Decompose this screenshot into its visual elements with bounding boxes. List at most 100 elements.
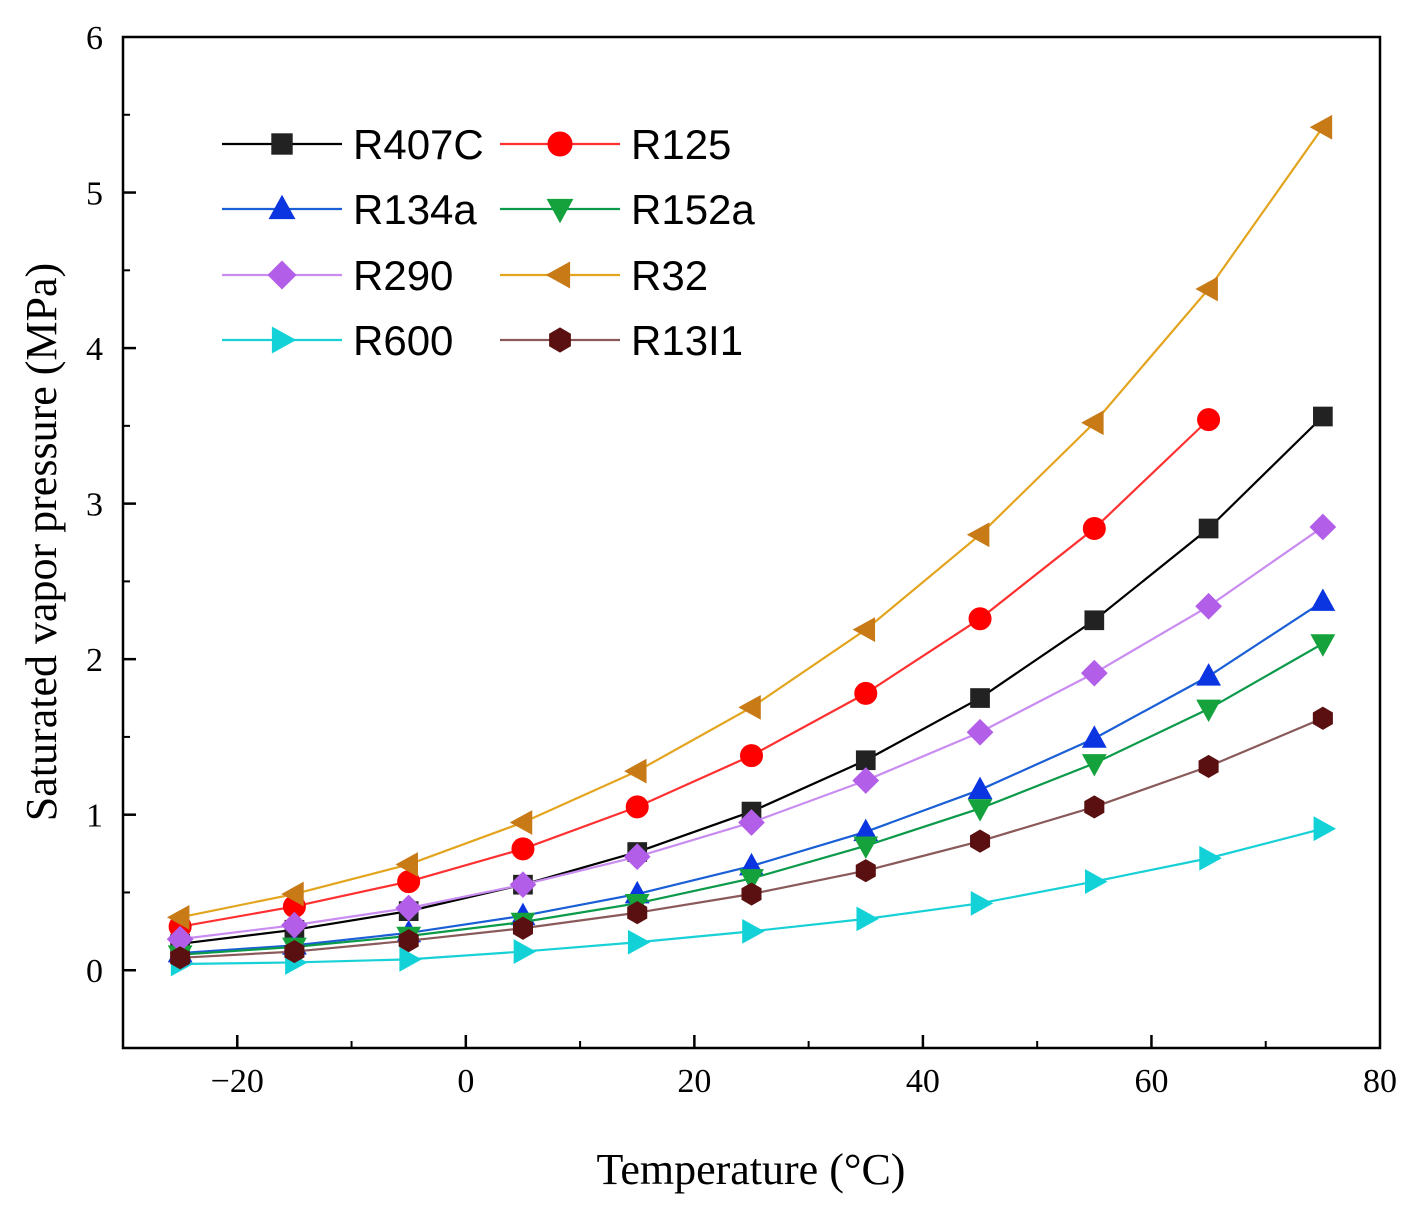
data-point-r600: [970, 890, 994, 916]
data-point-r600: [856, 906, 879, 932]
legend-marker: [549, 327, 571, 353]
x-tick-label: 60: [1134, 1063, 1168, 1100]
x-tick-label: 0: [457, 1063, 474, 1100]
series-r32: [167, 114, 1333, 930]
data-point-r125: [625, 795, 649, 819]
data-point-r290: [281, 911, 308, 939]
y-tick-label: 3: [86, 487, 103, 524]
legend-marker: [547, 131, 573, 157]
data-point-r134a: [1081, 725, 1107, 748]
data-point-r407c: [855, 750, 876, 771]
y-axis-title: Saturated vapor pressure (MPa): [17, 263, 66, 821]
data-point-r125: [1197, 408, 1221, 432]
legend-item-r13i1: R13I1: [500, 317, 743, 364]
data-point-r600: [742, 918, 765, 944]
data-point-r13i1: [284, 939, 305, 964]
data-point-r32: [395, 852, 418, 877]
data-point-r407c: [970, 688, 990, 708]
series-line-r125: [179, 418, 1210, 928]
legend-item-r32: R32: [500, 252, 708, 299]
legend-marker: [546, 198, 574, 224]
data-point-r13i1: [855, 859, 876, 883]
data-point-r600: [399, 946, 422, 972]
plot-frame: [121, 35, 1382, 1050]
legend-label: R32: [631, 252, 708, 299]
legend: R407C R125 R134a R152a R290 R32 R600 R13I1: [222, 121, 755, 364]
x-axis-ticks: −20 0 20 40 60 80: [211, 1035, 1397, 1100]
data-point-r290: [509, 871, 537, 899]
data-point-r290: [966, 718, 994, 746]
data-point-r600: [627, 929, 651, 955]
data-point-r600: [1085, 869, 1108, 894]
data-point-r13i1: [170, 946, 191, 970]
series-r134a: [167, 588, 1336, 963]
data-point-r125: [854, 681, 878, 705]
series-r13i1: [170, 706, 1333, 970]
legend-label: R407C: [353, 121, 484, 168]
series-layer: [166, 114, 1337, 977]
data-point-r13i1: [512, 916, 533, 940]
data-point-r407c: [1313, 406, 1333, 427]
data-point-r290: [1195, 592, 1222, 620]
x-tick-label: 40: [906, 1063, 940, 1100]
data-point-r290: [1309, 513, 1337, 541]
legend-item-r152a: R152a: [500, 186, 755, 233]
data-point-r290: [738, 809, 765, 836]
y-tick-label: 5: [86, 176, 103, 213]
data-point-r152a: [1081, 754, 1107, 777]
data-point-r125: [968, 607, 992, 631]
legend-marker: [545, 261, 571, 289]
series-r290: [166, 513, 1337, 953]
legend-marker: [267, 260, 297, 290]
legend-marker: [271, 326, 297, 354]
series-line-r32: [179, 126, 1324, 919]
y-tick-label: 0: [86, 953, 103, 990]
data-point-r32: [1309, 114, 1333, 140]
y-axis-ticks: 0 1 2 3 4 5 6: [86, 20, 136, 990]
data-point-r290: [395, 894, 423, 922]
data-point-r32: [281, 881, 304, 907]
legend-label: R125: [631, 121, 731, 168]
legend-label: R600: [353, 317, 453, 364]
data-point-r32: [1081, 410, 1104, 436]
x-tick-label: 20: [677, 1063, 711, 1100]
x-tick-label: 80: [1363, 1063, 1397, 1100]
series-line-r152a: [180, 642, 1324, 956]
legend-marker: [271, 133, 293, 155]
data-point-r125: [511, 837, 535, 861]
legend-label: R13I1: [631, 317, 743, 364]
data-point-r13i1: [1198, 754, 1219, 779]
data-point-r125: [1082, 517, 1106, 541]
data-point-r407c: [1198, 518, 1219, 539]
data-point-r134a: [1196, 663, 1221, 686]
data-point-r152a: [853, 836, 879, 859]
data-point-r32: [509, 810, 533, 835]
data-point-r600: [1313, 816, 1336, 842]
data-point-r32: [738, 694, 761, 720]
data-point-r134a: [1310, 588, 1336, 611]
data-point-r13i1: [1084, 795, 1105, 819]
data-point-r13i1: [1312, 706, 1333, 730]
series-r125: [168, 408, 1221, 939]
x-axis-title: Temperature (°C): [597, 1145, 906, 1194]
data-point-r290: [1080, 659, 1108, 687]
data-point-r13i1: [398, 929, 419, 953]
data-point-r152a: [1310, 634, 1336, 657]
data-point-r125: [740, 744, 763, 768]
data-point-r152a: [1196, 699, 1221, 723]
y-tick-label: 6: [86, 20, 103, 57]
legend-marker: [268, 194, 296, 220]
data-point-r600: [1199, 845, 1222, 871]
y-tick-label: 4: [86, 331, 103, 368]
legend-item-r134a: R134a: [222, 186, 477, 233]
data-point-r290: [852, 767, 880, 794]
data-point-r600: [513, 939, 537, 964]
legend-label: R134a: [353, 186, 477, 233]
legend-item-r600: R600: [222, 317, 453, 364]
y-tick-label: 1: [86, 798, 103, 835]
data-point-r13i1: [741, 882, 762, 906]
data-point-r152a: [739, 869, 764, 892]
y-tick-label: 2: [86, 642, 103, 679]
